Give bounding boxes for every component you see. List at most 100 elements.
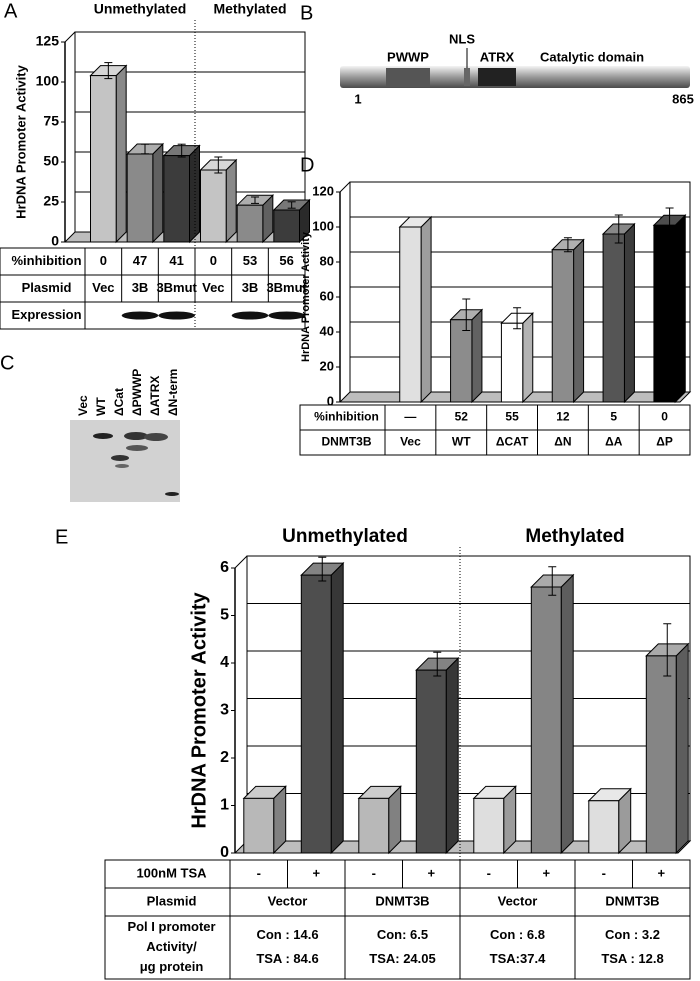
bar-side xyxy=(420,215,432,404)
table-cell: Con : 14.6 xyxy=(256,927,318,942)
table-cell: + xyxy=(427,865,435,880)
y-tick-label: 0 xyxy=(327,393,334,408)
table-cell: 52 xyxy=(455,410,469,424)
bar xyxy=(450,319,473,403)
table-cell: 3B xyxy=(242,280,259,295)
domain-pwwp xyxy=(386,68,430,86)
table-cell: + xyxy=(542,865,550,880)
table-cell: 3Bmut xyxy=(266,280,307,295)
y-tick-label: 2 xyxy=(220,749,229,766)
y-axis-back xyxy=(339,181,351,193)
expression-band xyxy=(268,311,305,320)
domain-nls xyxy=(464,68,470,86)
y-tick-label: 20 xyxy=(320,358,334,373)
row-label: Pol I promoter xyxy=(127,919,215,934)
table-cell: ΔCAT xyxy=(496,435,529,449)
table-cell: Vec xyxy=(202,280,224,295)
table-cell: 56 xyxy=(279,253,293,268)
domain-label: NLS xyxy=(449,31,475,46)
bar xyxy=(200,169,227,243)
bar xyxy=(588,800,620,854)
domain-label: ATRX xyxy=(480,49,515,64)
table-cell: TSA: 24.05 xyxy=(369,951,435,966)
table-cell: 0 xyxy=(210,253,217,268)
table-cell: TSA:37.4 xyxy=(490,951,546,966)
table-row xyxy=(0,301,306,330)
table-cell: - xyxy=(372,865,376,880)
y-axis-label: HrDNA Promoter Activity xyxy=(300,231,312,362)
row-label: Plasmid xyxy=(22,280,72,295)
bar-side xyxy=(152,142,164,244)
band xyxy=(115,464,129,468)
y-tick-label: 1 xyxy=(220,797,229,814)
table-cell: DNMT3B xyxy=(375,893,429,908)
table-row xyxy=(299,429,691,456)
bar-side xyxy=(445,656,459,855)
panel-label: A xyxy=(4,0,18,22)
panel-label: C xyxy=(0,352,14,374)
bar-side xyxy=(330,561,344,855)
row-label: μg protein xyxy=(140,959,204,974)
expression-band xyxy=(231,311,269,320)
bar xyxy=(358,797,390,854)
table-cell: TSA : 84.6 xyxy=(256,951,318,966)
y-tick-label: 40 xyxy=(320,323,334,338)
bar xyxy=(236,204,264,243)
y-tick-label: 100 xyxy=(312,218,334,233)
table-cell: Vec xyxy=(400,435,421,449)
bar-side xyxy=(675,642,689,855)
y-tick-label: 4 xyxy=(220,654,229,671)
lane-label: ΔCat xyxy=(112,388,126,416)
table-cell: 3Bmut xyxy=(156,280,197,295)
table-cell: 53 xyxy=(243,253,257,268)
table-cell: - xyxy=(602,865,606,880)
row-label: Activity/ xyxy=(146,939,197,954)
bar-side xyxy=(225,158,237,244)
table-cell: DNMT3B xyxy=(605,893,659,908)
lane-label: Vec xyxy=(76,395,90,416)
row-label: DNMT3B xyxy=(322,435,372,449)
plot-floor xyxy=(233,840,692,854)
group-title: Unmethylated xyxy=(94,1,187,17)
y-tick-label: 0 xyxy=(51,233,59,249)
y-tick-label: 50 xyxy=(43,153,59,169)
lane-label: ΔN-term xyxy=(166,369,180,416)
group-title: Unmethylated xyxy=(282,526,408,547)
table-cell: 3B xyxy=(132,280,149,295)
y-tick-label: 0 xyxy=(220,844,229,861)
row-label: %inhibition xyxy=(314,410,379,424)
y-tick-label: 3 xyxy=(220,702,229,719)
row-label: Expression xyxy=(11,307,81,322)
y-tick-label: 6 xyxy=(220,559,229,576)
bar-side xyxy=(560,573,574,855)
table-cell: Con: 6.5 xyxy=(377,927,428,942)
bar xyxy=(602,233,625,403)
table-cell: Vector xyxy=(268,893,308,908)
table-row xyxy=(104,915,691,980)
expression-band xyxy=(121,311,159,320)
y-axis-label: HrDNA Promoter Activity xyxy=(13,64,28,218)
table-cell: TSA : 12.8 xyxy=(601,951,663,966)
group-title: Methylated xyxy=(525,526,624,547)
domain-label: PWWP xyxy=(387,49,429,64)
y-axis-label: HrDNA Promoter Activity xyxy=(188,591,210,828)
y-tick-label: 5 xyxy=(220,607,229,624)
group-title: Methylated xyxy=(213,1,286,17)
western-blot xyxy=(70,420,180,502)
table-cell: Con : 3.2 xyxy=(605,927,660,942)
table-cell: ΔA xyxy=(605,435,623,449)
lane-label: ΔATRX xyxy=(148,376,162,416)
bar xyxy=(473,797,505,854)
y-tick-label: 75 xyxy=(43,113,59,129)
bar xyxy=(163,155,190,243)
bar xyxy=(653,224,676,403)
band xyxy=(165,492,179,496)
domain-atrx xyxy=(478,68,516,86)
y-tick-label: 120 xyxy=(312,183,334,198)
table-cell: 12 xyxy=(556,410,570,424)
band xyxy=(111,455,129,461)
y-tick-label: 100 xyxy=(36,73,60,89)
bar-side xyxy=(522,312,534,404)
table-cell: 0 xyxy=(661,410,668,424)
